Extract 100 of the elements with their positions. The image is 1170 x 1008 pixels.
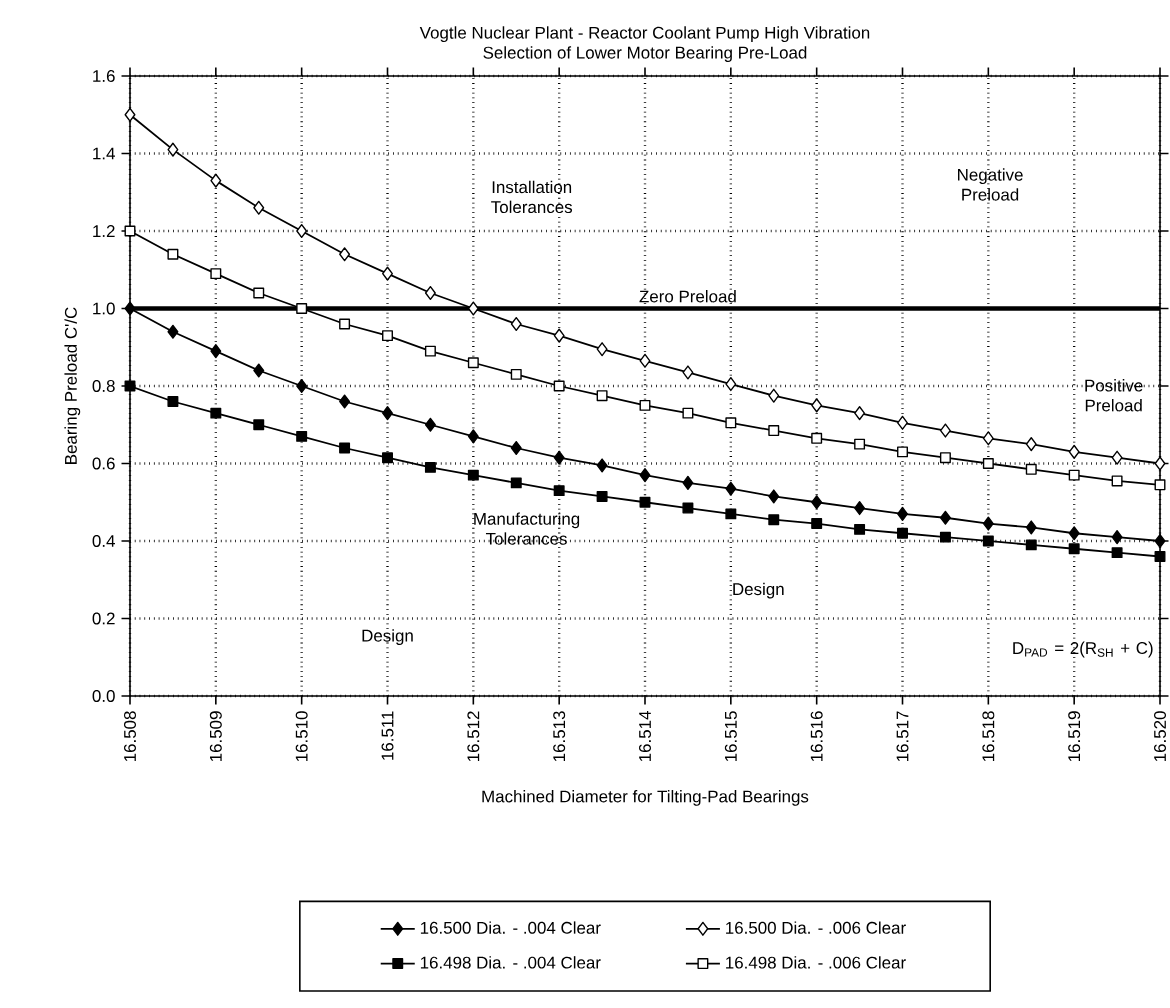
chart-subtitle: Selection of Lower Motor Bearing Pre-Load (483, 46, 807, 62)
point (725, 417, 737, 429)
point (1111, 530, 1123, 545)
point (939, 423, 951, 438)
point (1068, 469, 1080, 481)
point (467, 469, 479, 481)
point (1025, 437, 1037, 452)
point (939, 510, 951, 525)
point (639, 496, 651, 508)
point (682, 475, 694, 490)
legend-label: 16.498 Dia. - .004 Clear (420, 956, 601, 969)
point (939, 531, 951, 543)
point (982, 516, 994, 531)
point (553, 380, 565, 392)
point (982, 535, 994, 547)
point (382, 266, 393, 281)
y-tick-label: 1.2 (93, 225, 115, 237)
point (424, 417, 436, 432)
point (725, 508, 737, 520)
x-tick-label: 16.520 (1154, 711, 1166, 762)
point (510, 316, 522, 332)
point (1025, 539, 1037, 551)
y-tick-label: 1.4 (93, 147, 115, 160)
point (811, 495, 823, 510)
x-tick-label: 16.508 (124, 711, 136, 762)
point (811, 432, 823, 444)
point (682, 502, 694, 514)
chart-title: Vogtle Nuclear Plant - Reactor Coolant Pump High Vibration (419, 26, 870, 43)
point (1111, 475, 1123, 487)
point (210, 344, 222, 359)
y-tick-label: 0.0 (92, 690, 115, 702)
point (1154, 551, 1166, 562)
point (553, 450, 565, 465)
point (467, 357, 479, 369)
y-tick-label: 0.4 (92, 535, 115, 547)
annotation: D$_{PAD}$ = 2(R$_{SH}$ + C) (1013, 641, 1153, 658)
point (854, 438, 866, 450)
legend-label: 16.500 Dia. - .004 Clear (420, 921, 601, 934)
point (1154, 479, 1166, 491)
point (253, 200, 265, 215)
point (382, 330, 393, 342)
annotation: Negative Preload (958, 168, 1023, 201)
point (596, 390, 608, 402)
point (1111, 450, 1123, 465)
point (553, 485, 565, 497)
point (296, 378, 308, 394)
point (1154, 533, 1166, 549)
point (1154, 456, 1166, 471)
point (253, 419, 265, 431)
point (811, 518, 823, 530)
x-tick-label: 16.517 (896, 711, 909, 762)
point (939, 452, 951, 464)
point (897, 415, 908, 430)
point (854, 406, 866, 421)
point (510, 368, 522, 380)
point (768, 514, 780, 526)
point (725, 376, 737, 392)
point (424, 461, 436, 473)
point (210, 173, 222, 188)
point (382, 452, 393, 464)
point (296, 303, 308, 314)
annotation: Design (733, 582, 784, 599)
y-axis-title: Bearing Preload C'/C (64, 307, 81, 464)
y-tick-label: 0.8 (92, 380, 115, 392)
y-tick-label: 0.2 (92, 612, 115, 625)
point (424, 345, 436, 357)
point (167, 396, 179, 407)
point (596, 342, 608, 357)
point (1111, 547, 1123, 559)
point (467, 301, 479, 316)
point (467, 429, 479, 444)
point (253, 363, 265, 378)
x-tick-label: 16.518 (982, 711, 995, 762)
point (510, 440, 522, 456)
x-tick-label: 16.519 (1068, 711, 1081, 762)
point (339, 247, 351, 262)
point (639, 353, 651, 368)
x-tick-label: 16.516 (810, 711, 823, 762)
point (596, 490, 608, 502)
legend-label: 16.498 Dia. - .006 Clear (726, 956, 906, 969)
point (296, 430, 308, 442)
annotation: Manufacturing Tolerances (474, 512, 580, 545)
point (382, 406, 393, 421)
x-tick-label: 16.512 (467, 711, 480, 762)
x-tick-label: 16.509 (209, 711, 222, 762)
point (339, 318, 351, 330)
point (811, 398, 823, 413)
point (596, 458, 608, 473)
point (1025, 520, 1037, 535)
point (339, 442, 351, 454)
y-tick-label: 1.6 (93, 70, 115, 82)
point (897, 527, 908, 539)
point (1025, 463, 1037, 475)
point (768, 489, 780, 504)
point (1068, 444, 1080, 459)
point (854, 523, 866, 535)
point (639, 468, 651, 483)
point (510, 477, 522, 489)
point (339, 394, 351, 409)
point (210, 268, 222, 280)
